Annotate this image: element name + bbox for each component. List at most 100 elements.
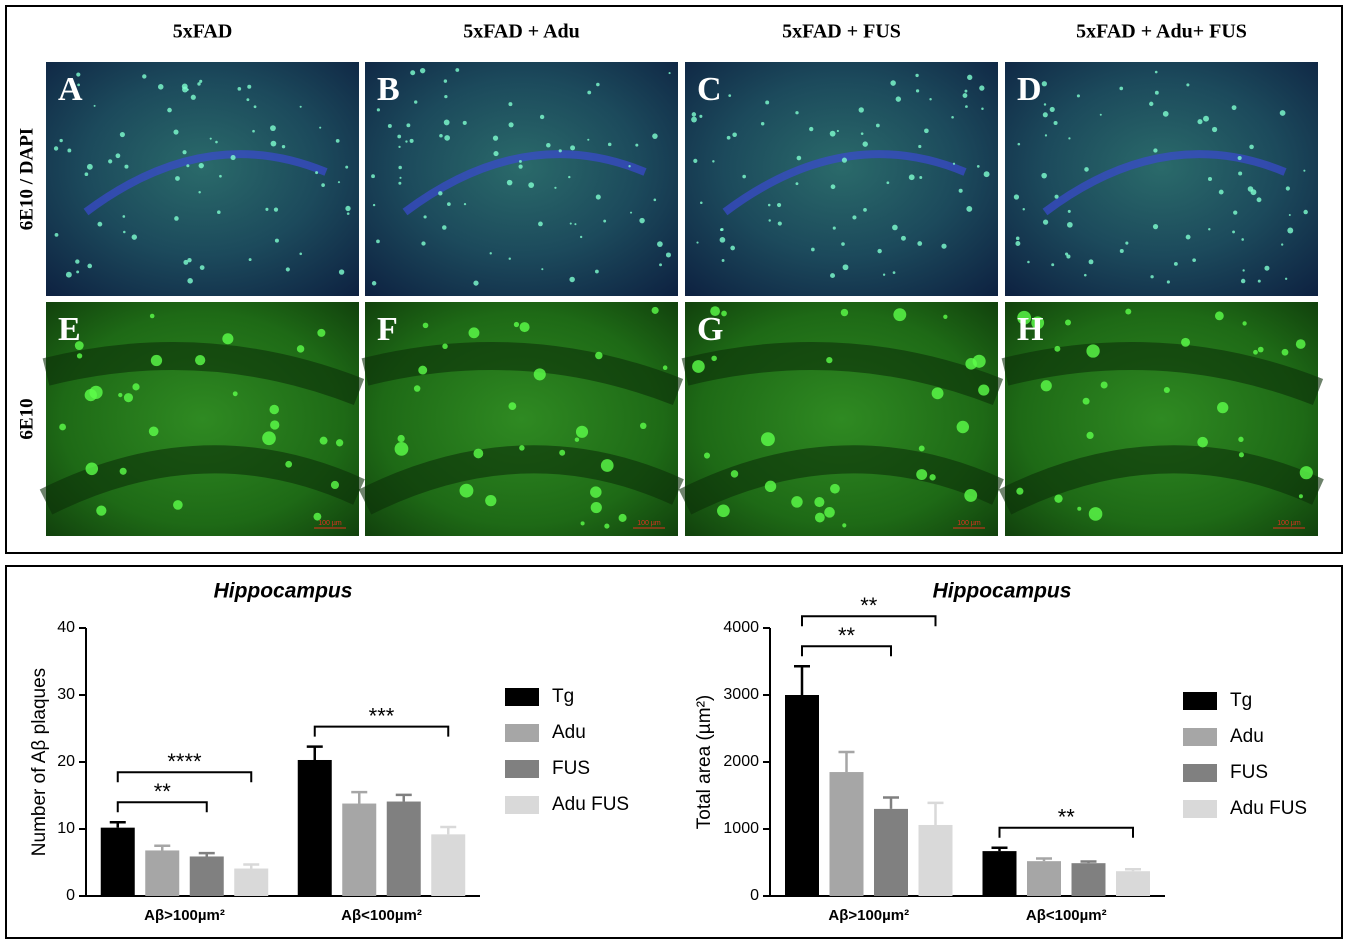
plaque-spot: [862, 141, 868, 147]
plaque-spot: [886, 181, 890, 185]
plaque-spot: [1041, 81, 1047, 87]
plaque-spot: [59, 423, 66, 431]
plaque-spot: [533, 368, 546, 381]
plaque-spot: [413, 385, 421, 392]
plaque-spot: [115, 153, 121, 159]
plaque-spot: [966, 205, 973, 212]
panel-letter: B: [377, 71, 400, 108]
legend-label: Adu: [1230, 726, 1264, 747]
plaque-spot: [915, 73, 919, 78]
plaque-spot: [528, 182, 535, 189]
significance-bracket: [801, 645, 892, 657]
bar: [100, 827, 135, 896]
plaque-spot: [1303, 209, 1308, 215]
plaque-spot: [119, 467, 127, 475]
plaque-spot: [299, 252, 303, 256]
legend-swatch: [505, 724, 539, 742]
micrograph: [685, 62, 998, 296]
plaque-spot: [406, 123, 411, 128]
plaque-spot: [691, 112, 697, 117]
plaque-spot: [721, 310, 727, 317]
plaque-spot: [270, 420, 280, 430]
plaque-spot: [662, 365, 668, 370]
plaque-spot: [892, 271, 896, 274]
plaque-spot: [1208, 228, 1211, 231]
plaque-spot: [410, 70, 416, 76]
cell-layer: [998, 342, 1324, 515]
column-title: 5xFAD + Adu: [463, 21, 580, 43]
plaque-spot: [1238, 171, 1243, 176]
error-bar: [794, 664, 810, 695]
row-label: 6E10: [16, 398, 37, 439]
plaque-spot: [1054, 494, 1063, 503]
plaque-spot: [917, 241, 923, 246]
plaque-spot: [463, 203, 467, 206]
y-tick-label: 3000: [723, 686, 759, 703]
plaque-spot: [965, 358, 977, 370]
plaque-spot: [1186, 83, 1190, 87]
plaque-spot: [1119, 86, 1124, 91]
plaque-spot: [600, 459, 614, 472]
bar: [297, 759, 332, 896]
plaque-spot: [720, 227, 724, 232]
bar: [234, 868, 269, 896]
plaque-spot: [473, 280, 479, 286]
plaque-spot: [1264, 265, 1270, 271]
legend-label: Tg: [1230, 690, 1252, 711]
plaque-spot: [157, 84, 164, 90]
plaque-spot: [1150, 275, 1154, 279]
plaque-spot: [892, 224, 898, 231]
micrograph: [1005, 62, 1318, 296]
plaque-spot: [728, 94, 732, 97]
plaque-spot: [893, 308, 907, 322]
plaque-spot: [459, 483, 474, 498]
plaque-spot: [842, 523, 847, 528]
panel-letter: F: [377, 311, 398, 348]
y-tick-label: 30: [57, 686, 75, 703]
plaque-spot: [915, 89, 920, 93]
dapi-layer: [83, 150, 328, 216]
plaque-spot: [539, 114, 545, 120]
plaque-spot: [132, 383, 140, 391]
plaque-spot: [1185, 234, 1191, 240]
plaque-spot: [1299, 466, 1313, 480]
plaque-spot: [1163, 386, 1170, 394]
column-title: 5xFAD + FUS: [782, 21, 901, 43]
plaque-spot: [1053, 120, 1058, 126]
plaque-spot: [376, 108, 380, 112]
plaque-spot: [700, 201, 703, 205]
plaque-spot: [513, 321, 520, 328]
plaque-spot: [952, 162, 956, 165]
legend-swatch: [505, 760, 539, 778]
plaque-spot: [858, 107, 864, 113]
plaque-spot: [575, 425, 589, 438]
plaque-spot: [1203, 115, 1209, 122]
plaque-spot: [538, 221, 543, 227]
plaque-spot: [54, 232, 59, 237]
plaque-spot: [703, 452, 711, 459]
significance-label: ***: [369, 703, 395, 728]
y-tick-label: 10: [57, 820, 75, 837]
plaque-spot: [590, 501, 602, 514]
plaque-spot: [518, 159, 522, 163]
significance-bracket: [116, 771, 253, 783]
plaque-spot: [423, 215, 427, 219]
plaque-spot: [554, 186, 557, 189]
chart-title: Hippocampus: [214, 580, 353, 603]
plaque-spot: [665, 252, 671, 258]
plaque-spot: [811, 247, 815, 252]
plaque-spot: [1125, 241, 1129, 245]
plaque-spot: [574, 223, 577, 226]
plaque-spot: [97, 221, 103, 227]
plaque-spot: [1218, 189, 1224, 195]
plaque-spot: [270, 125, 276, 132]
plaque-spot: [659, 263, 662, 267]
plaque-spot: [248, 258, 252, 262]
y-tick-label: 1000: [723, 820, 759, 837]
error-bar: [1036, 857, 1052, 862]
plaque-spot: [875, 123, 880, 128]
plaque-spot: [767, 203, 771, 207]
plaque-spot: [183, 259, 189, 265]
plaque-spot: [719, 236, 726, 243]
